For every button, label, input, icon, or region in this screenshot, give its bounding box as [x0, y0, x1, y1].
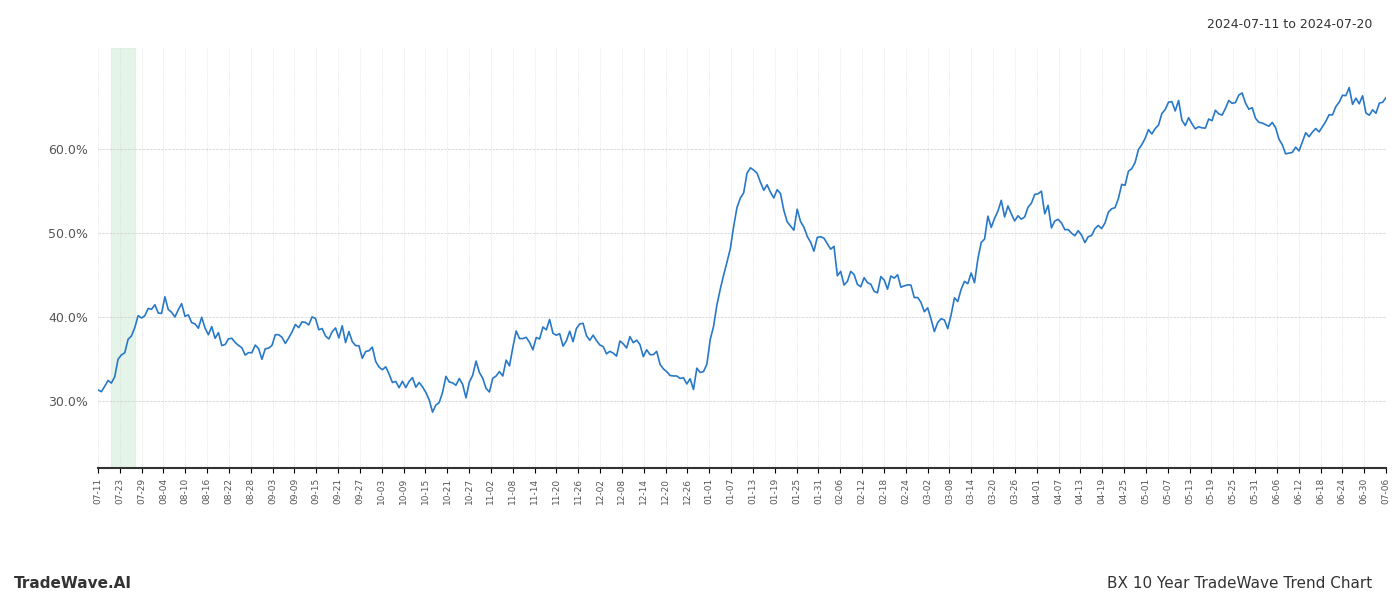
Text: TradeWave.AI: TradeWave.AI	[14, 576, 132, 591]
Text: 2024-07-11 to 2024-07-20: 2024-07-11 to 2024-07-20	[1207, 18, 1372, 31]
Text: BX 10 Year TradeWave Trend Chart: BX 10 Year TradeWave Trend Chart	[1107, 576, 1372, 591]
Bar	[111, 48, 136, 468]
